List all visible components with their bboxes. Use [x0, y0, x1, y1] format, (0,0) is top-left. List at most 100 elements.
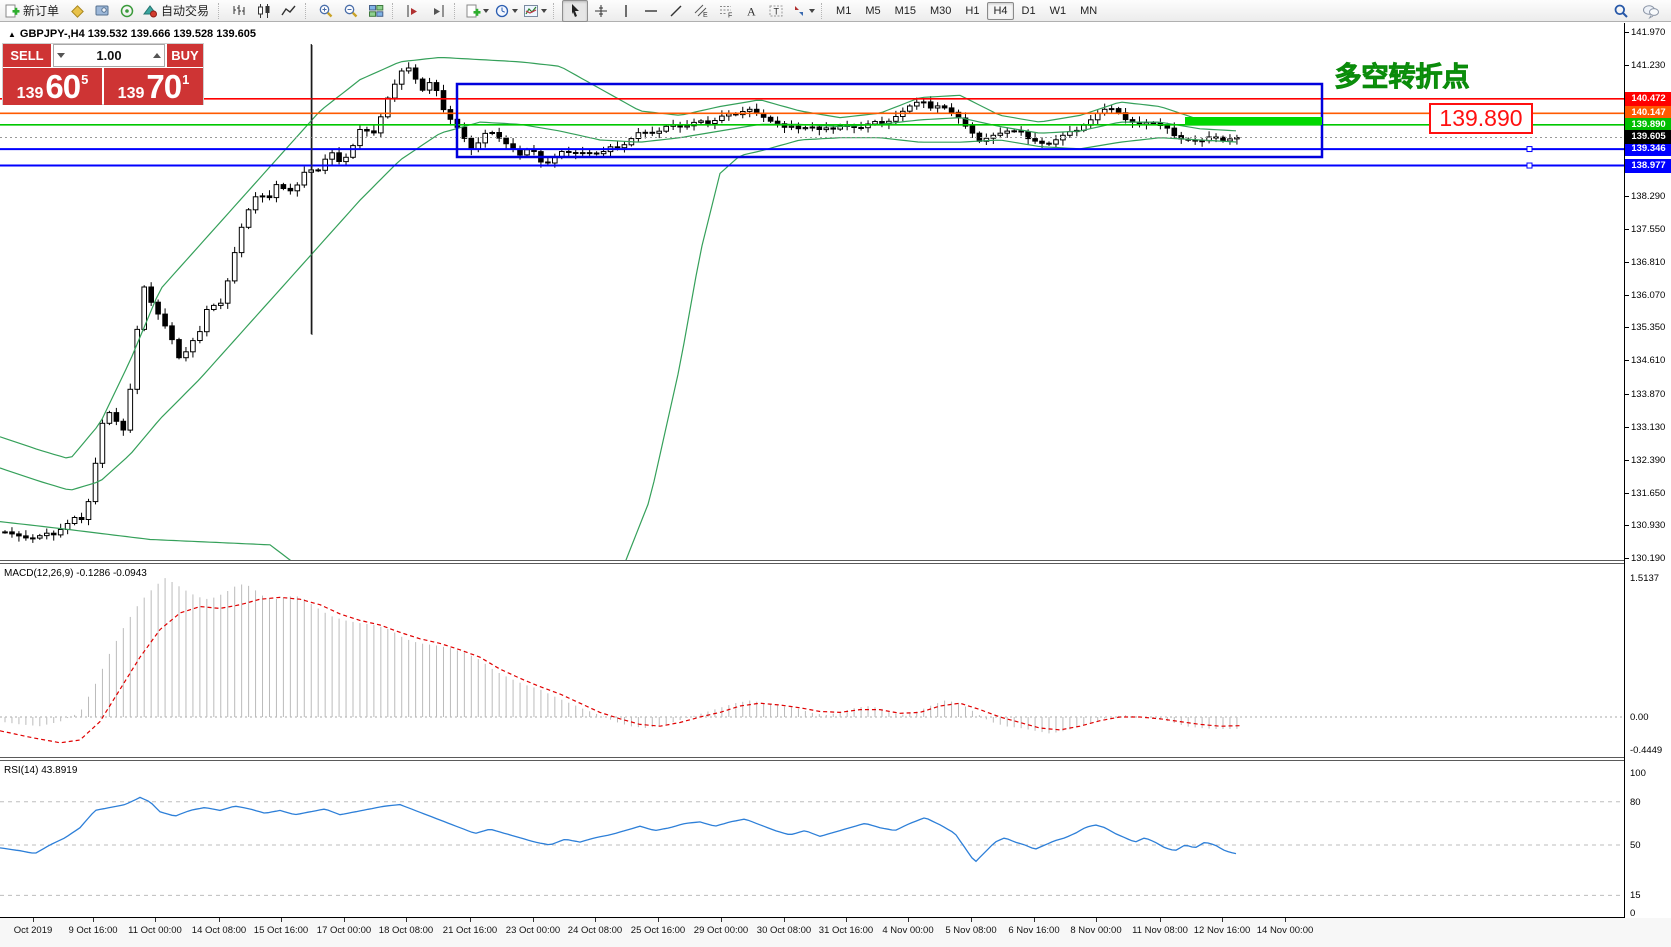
pane-separator[interactable] — [0, 757, 1671, 761]
time-tick-mark — [33, 918, 34, 922]
trendline-button[interactable] — [664, 1, 688, 21]
timeframe-button-MN[interactable]: MN — [1080, 4, 1098, 17]
highlight-bar-object[interactable] — [1185, 117, 1322, 125]
search-button[interactable] — [1609, 1, 1633, 21]
candle-chart-button[interactable] — [252, 1, 276, 21]
timeframe-button-M5[interactable]: M5 — [865, 4, 881, 17]
toolbar-separator — [218, 2, 223, 19]
time-tick-mark — [93, 918, 94, 922]
new-chart-button[interactable] — [463, 1, 491, 21]
line-chart-button[interactable] — [277, 1, 301, 21]
main-price-pane[interactable]: 多空转折点 139.890 — [0, 23, 1624, 560]
new-chart-icon — [465, 3, 481, 19]
profiles-clock-icon — [494, 3, 510, 19]
timeframe-button-D1[interactable]: D1 — [1021, 4, 1036, 17]
autotrade-button[interactable]: 自动交易 — [140, 1, 214, 21]
text-label-button[interactable]: T — [764, 1, 788, 21]
tile-windows-icon — [368, 3, 384, 19]
price-tag-box[interactable] — [1429, 103, 1533, 134]
price-tick-label: 141.230 — [1631, 60, 1666, 71]
chart-ohlc-header: ▲ GBPJPY-,H4 139.532 139.666 139.528 139… — [8, 28, 256, 40]
timeframe-button-H4[interactable]: H4 — [987, 1, 1014, 20]
signals-icon — [69, 3, 85, 19]
indicators-button[interactable] — [521, 1, 549, 21]
price-axis[interactable]: 141.970141.230140.490139.750139.010138.2… — [1624, 23, 1671, 917]
time-tick-label: 24 Oct 08:00 — [567, 925, 623, 936]
rsi-axis-label: 50 — [1630, 840, 1641, 851]
tile-windows-button[interactable] — [364, 1, 388, 21]
band-upper — [0, 56, 1237, 459]
horizontal-line-button[interactable] — [639, 1, 663, 21]
time-tick-mark — [1160, 918, 1161, 922]
price-tick-label: 133.870 — [1631, 389, 1666, 400]
time-tick-mark — [155, 918, 156, 922]
pane-separator[interactable] — [0, 560, 1671, 564]
sell-price-button[interactable]: 139 60 5 — [3, 68, 102, 105]
time-tick-mark — [1096, 918, 1097, 922]
volume-decrease-button[interactable] — [54, 45, 68, 66]
turning-point-label[interactable]: 多空转折点 — [1334, 61, 1470, 93]
time-tick-label: 23 Oct 00:00 — [505, 925, 561, 936]
timeframe-button-W1[interactable]: W1 — [1049, 4, 1067, 17]
rsi-pane[interactable] — [0, 762, 1624, 917]
collapse-panel-icon[interactable]: ▲ — [8, 29, 16, 39]
volume-increase-button[interactable] — [150, 45, 164, 66]
chevron-down-icon — [483, 8, 490, 13]
buy-price-button[interactable]: 139 70 1 — [104, 68, 203, 105]
vertical-line-button[interactable] — [614, 1, 638, 21]
cursor-button[interactable] — [562, 0, 589, 22]
sell-price-sup: 5 — [81, 72, 89, 87]
price-tick-label: 138.290 — [1631, 191, 1666, 202]
profiles-button[interactable] — [492, 1, 520, 21]
terminal-button[interactable] — [90, 1, 114, 21]
timeframe-button-H1[interactable]: H1 — [965, 4, 980, 17]
fibonacci-button[interactable]: F — [714, 1, 738, 21]
time-tick-mark — [658, 918, 659, 922]
crosshair-icon — [593, 3, 609, 19]
chart-shift-button[interactable] — [401, 1, 425, 21]
macd-axis-label: 0.00 — [1630, 712, 1649, 723]
trendline-icon — [668, 3, 684, 19]
time-axis[interactable]: Oct 2019 9 Oct 16:00 11 Oct 00:00 14 Oct 08… — [0, 918, 1671, 947]
signals-button[interactable] — [65, 1, 89, 21]
new-order-button[interactable]: 新订单 — [2, 1, 64, 21]
timeframe-button-M15[interactable]: M15 — [894, 4, 916, 17]
timeframe-button-M30[interactable]: M30 — [930, 4, 952, 17]
timeframe-toolbar: M1 M5 M15 M30 H1 H4 D1 W1 MN — [830, 1, 1103, 20]
line-chart-icon — [281, 3, 297, 19]
time-tick-mark — [470, 918, 471, 922]
chart-window[interactable]: ▲ GBPJPY-,H4 139.532 139.666 139.528 139… — [0, 22, 1671, 947]
crosshair-button[interactable] — [589, 1, 613, 21]
news-button[interactable] — [115, 1, 139, 21]
arrows-button[interactable] — [789, 1, 817, 21]
triangle-up-icon — [153, 53, 161, 58]
volume-input[interactable] — [68, 47, 150, 64]
time-tick-label: 8 Nov 00:00 — [1070, 925, 1122, 936]
new-order-label: 新订单 — [23, 4, 60, 18]
band-lower — [0, 137, 1237, 560]
zoom-out-button[interactable] — [339, 1, 363, 21]
time-tick-label: 14 Oct 08:00 — [191, 925, 247, 936]
buy-price-big: 70 — [146, 68, 182, 105]
horizontal-line-icon — [643, 3, 659, 19]
text-button[interactable]: A — [739, 1, 763, 21]
channel-icon: E — [693, 3, 709, 19]
timeframe-button-M1[interactable]: M1 — [836, 4, 852, 17]
triangle-down-icon — [57, 53, 65, 58]
chart-title: GBPJPY-,H4 139.532 139.666 139.528 139.6… — [19, 28, 256, 40]
time-tick-label: Oct 2019 — [13, 925, 53, 936]
macd-label: MACD(12,26,9) -0.1286 -0.0943 — [4, 568, 147, 579]
price-badge-140.472: 140.472 — [1625, 92, 1671, 106]
buy-button[interactable]: BUY — [167, 44, 203, 67]
price-tick-mark — [1625, 493, 1629, 494]
sell-button[interactable]: SELL — [3, 44, 51, 67]
zoom-out-icon — [343, 3, 359, 19]
toolbar-separator — [821, 2, 826, 19]
auto-scroll-button[interactable] — [426, 1, 450, 21]
bar-chart-button[interactable] — [227, 1, 251, 21]
macd-pane[interactable] — [0, 565, 1624, 757]
chat-icon[interactable] — [1639, 1, 1663, 21]
channel-button[interactable]: E — [689, 1, 713, 21]
price-tick-label: 133.130 — [1631, 422, 1666, 433]
zoom-in-button[interactable] — [314, 1, 338, 21]
